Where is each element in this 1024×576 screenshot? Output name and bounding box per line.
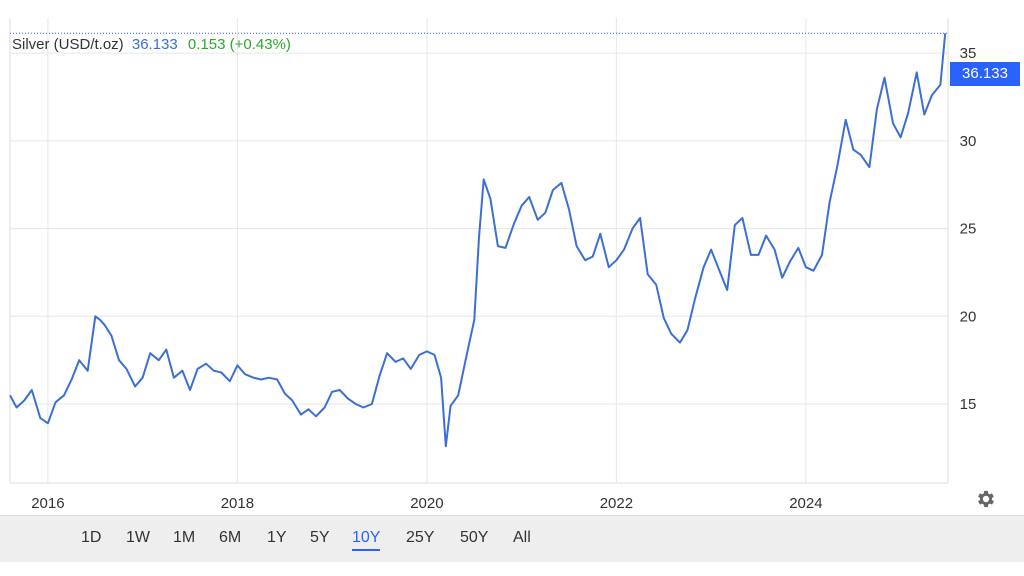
range-25y-button[interactable]: 25Y [406,529,435,546]
y-tick-label: 20 [960,308,977,325]
y-tick-label: 15 [960,396,977,413]
series-line-silver [9,33,947,448]
y-tick-label: 30 [960,133,977,150]
current-price: 36.133 [131,36,178,53]
grid-layer [9,18,949,484]
y-axis: 15 20 25 30 35 [960,45,977,413]
x-tick-label: 2020 [410,495,443,512]
range-selector: 1D 1W 1M 6M 1Y 5Y 10Y 25Y 50Y All [0,515,1024,562]
range-1m-button[interactable]: 1M [173,529,196,546]
price-change: 0.153 (+0.43%) [187,36,291,53]
range-1d-button[interactable]: 1D [81,529,102,546]
series-layer [9,33,947,448]
range-all-button[interactable]: All [513,529,531,546]
x-tick-label: 2018 [221,495,254,512]
gear-icon[interactable] [975,488,997,510]
x-tick-label: 2022 [600,495,633,512]
range-50y-button[interactable]: 50Y [460,529,489,546]
range-10y-button[interactable]: 10Y [352,529,381,551]
x-tick-label: 2024 [789,495,822,512]
chart-title: Silver (USD/t.oz) [12,36,124,53]
range-1y-button[interactable]: 1Y [267,529,287,546]
chart-header: Silver (USD/t.oz) 36.133 0.153 (+0.43%) [12,36,291,53]
range-6m-button[interactable]: 6M [219,529,242,546]
x-tick-label: 2016 [31,495,64,512]
range-1w-button[interactable]: 1W [126,529,150,546]
y-tick-label: 25 [960,221,977,238]
last-price-badge: 36.133 [950,62,1020,86]
y-tick-label: 35 [960,45,977,62]
range-5y-button[interactable]: 5Y [310,529,330,546]
x-axis: 2016 2018 2020 2022 2024 [31,495,822,512]
